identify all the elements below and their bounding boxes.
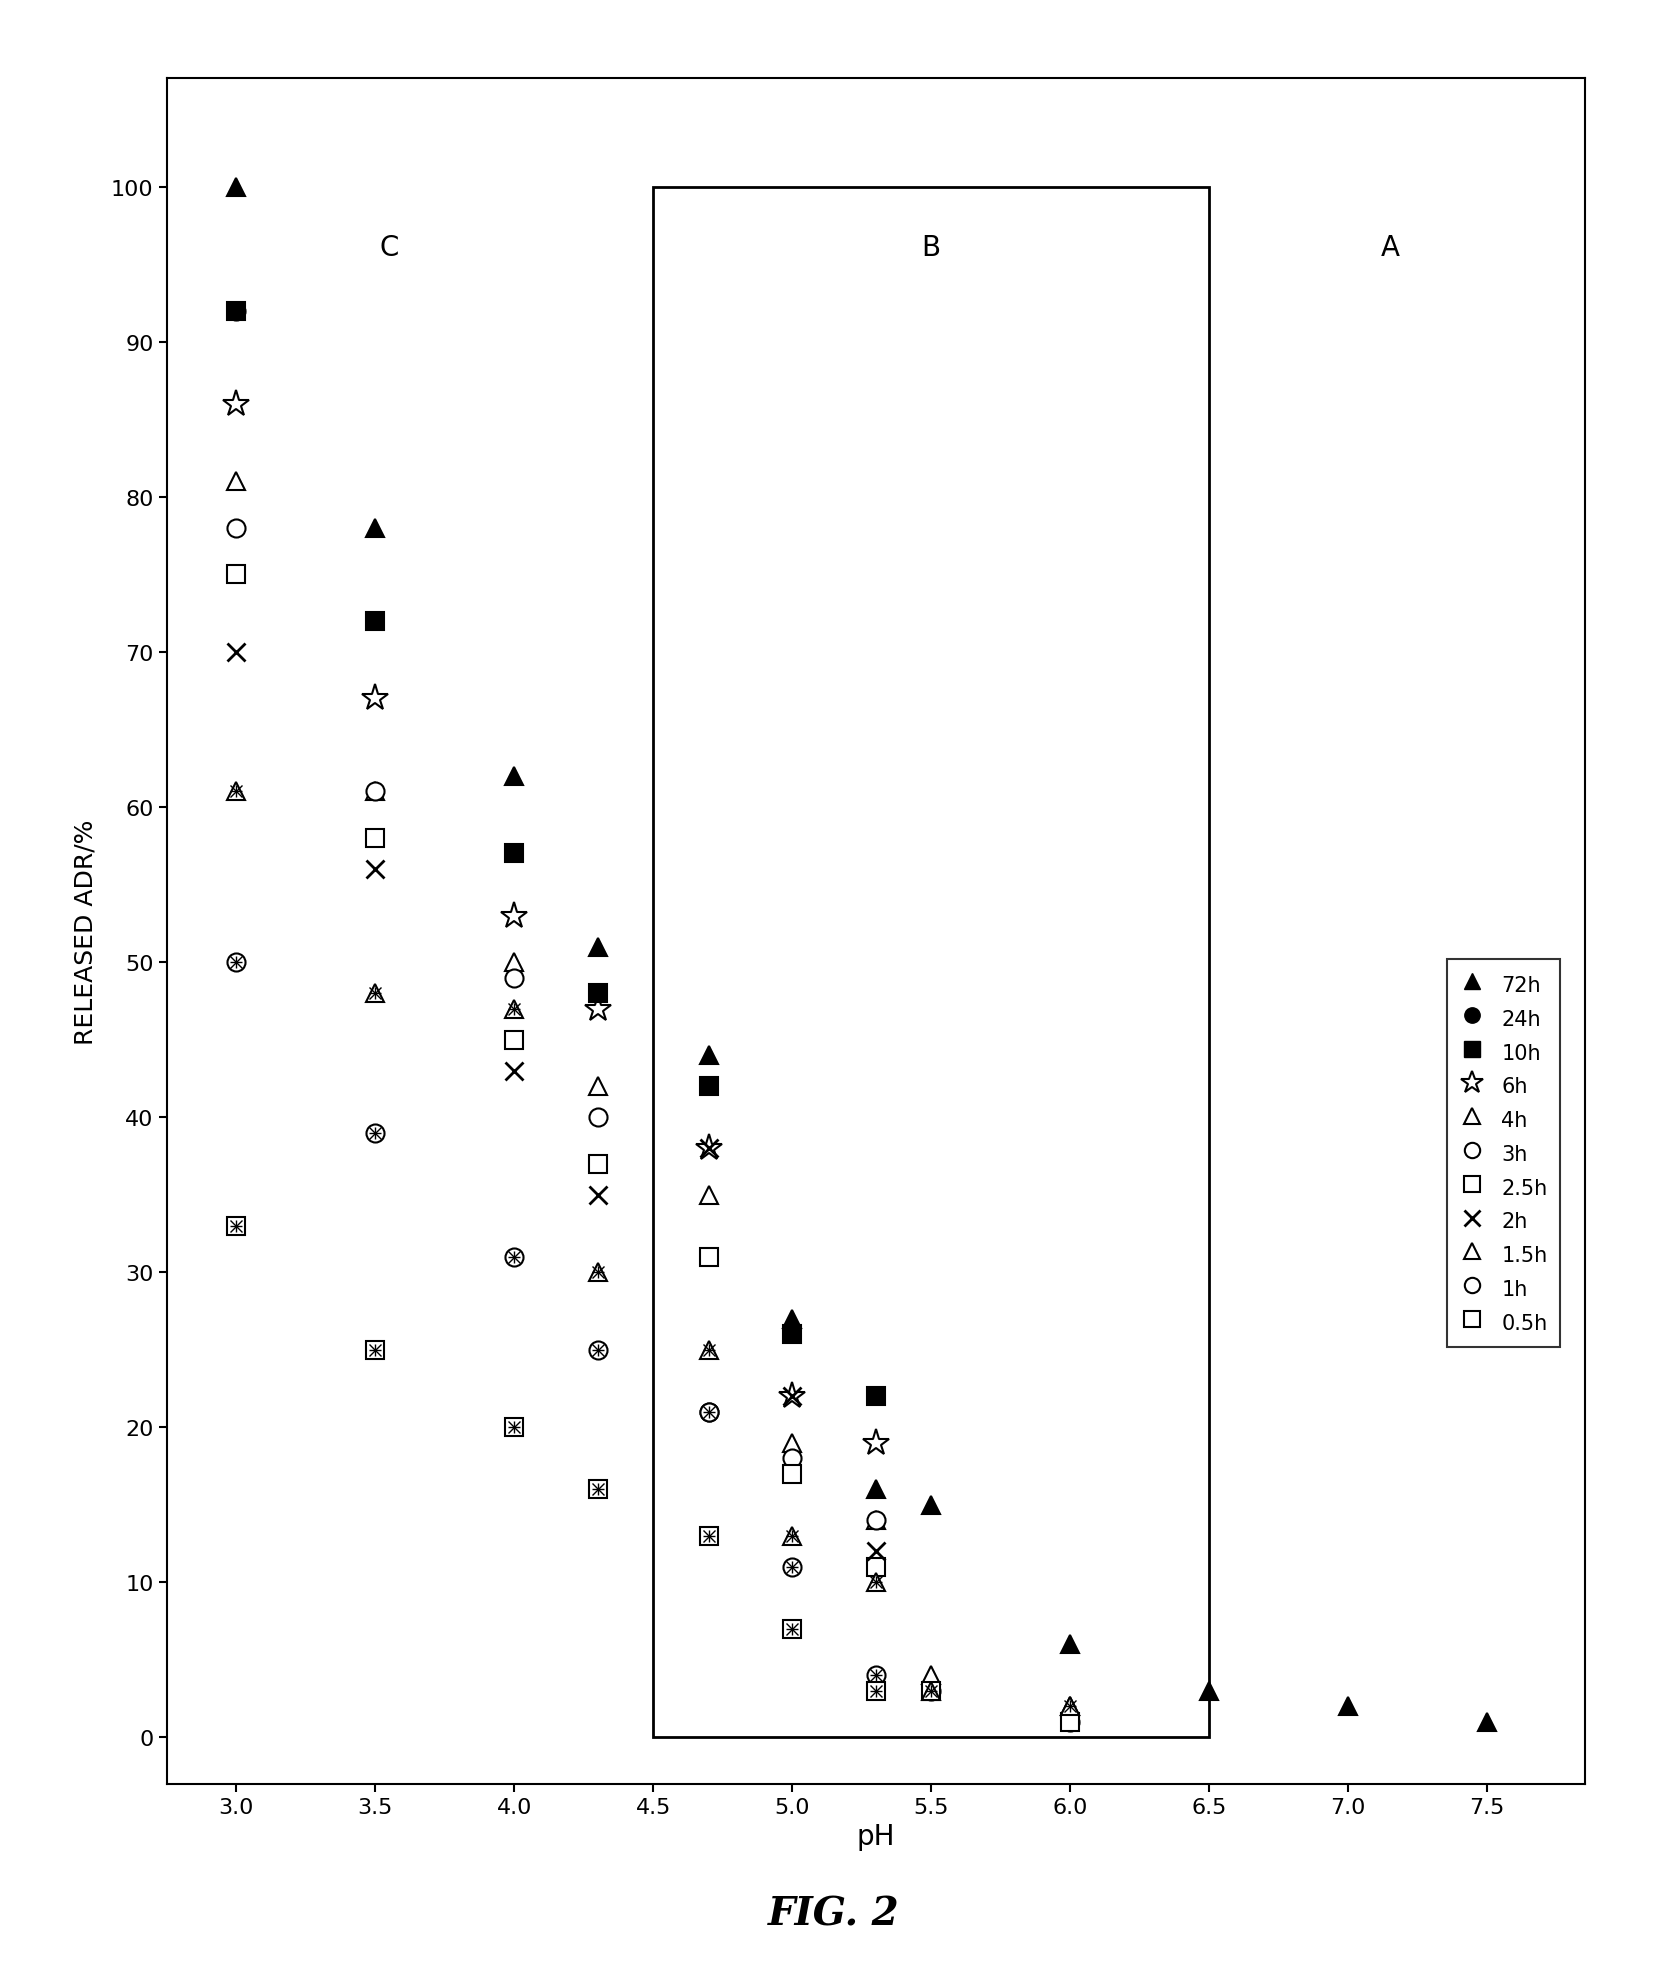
Bar: [654, 188, 1209, 1738]
X-axis label: pH: pH: [856, 1823, 896, 1851]
Text: B: B: [922, 234, 941, 262]
Legend: 72h, 24h, 10h, 6h, 4h, 3h, 2.5h, 2h, 1.5h, 1h, 0.5h: 72h, 24h, 10h, 6h, 4h, 3h, 2.5h, 2h, 1.5…: [1448, 959, 1560, 1348]
Text: C: C: [380, 234, 399, 262]
Text: FIG. 2: FIG. 2: [769, 1895, 899, 1932]
Text: A: A: [1381, 234, 1399, 262]
Y-axis label: RELEASED ADR/%: RELEASED ADR/%: [73, 819, 97, 1045]
